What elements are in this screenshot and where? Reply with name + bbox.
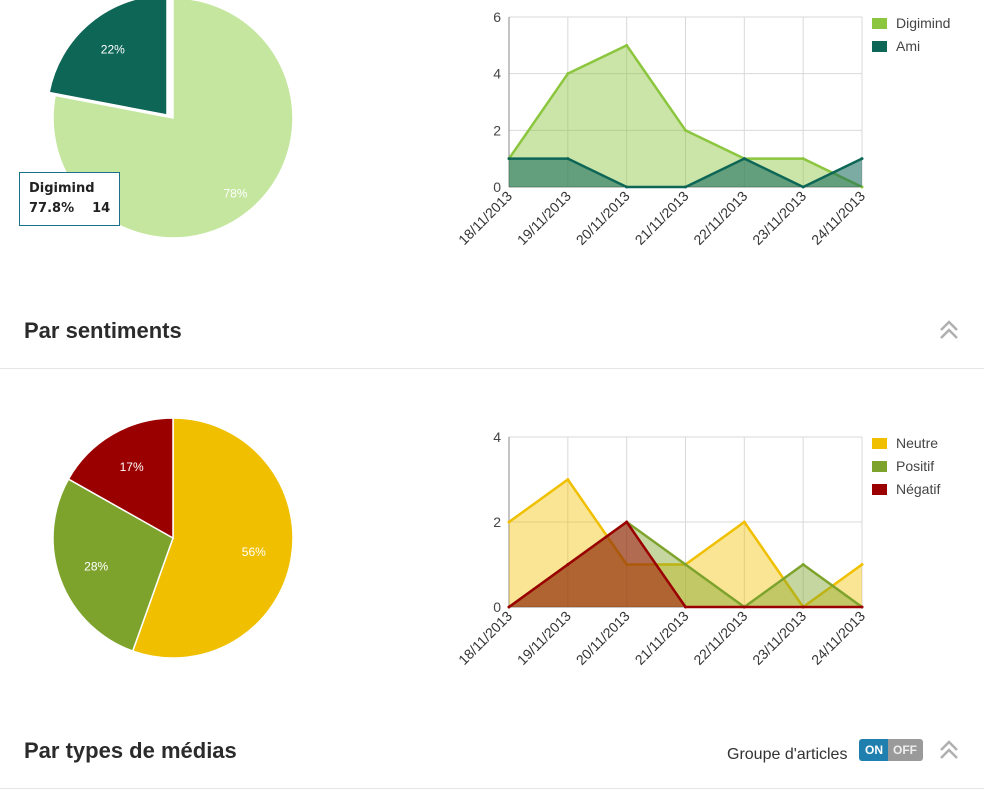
pie-chart-sentiments: 56% 28% 17% [52,417,294,659]
pie-slice-label: 22% [101,43,125,57]
data-point [742,157,746,161]
area-chart-sentiments: 0 2 4 18/11/201319/11/201320/11/201321/11/2… [455,429,940,668]
y-tick-label: 4 [493,429,501,445]
data-point [742,605,746,609]
collapse-media-types-button[interactable] [937,738,961,762]
legend-label: Ami [896,38,920,54]
y-tick-label: 6 [493,9,501,25]
group-articles-toggle[interactable]: ON OFF [859,739,923,761]
pie-chart-sources: 78% 22% [48,0,294,239]
data-point [860,605,864,609]
legend-label: Neutre [896,435,938,451]
legend-swatch [872,18,887,29]
area-chart-sources: 0 2 4 6 18/11/201319/11/201320/11/201321/11/… [455,9,950,248]
x-tick-label: 23/11/2013 [749,188,809,248]
legend-swatch [872,484,887,495]
tooltip-count: 14 [92,201,111,216]
pie-slice-positif [52,478,174,653]
section-title-media-types: Par types de médias [24,738,237,763]
x-tick-label: 24/11/2013 [808,188,868,248]
y-tick-label: 0 [493,179,501,195]
data-point [566,157,570,161]
x-tick-label: 18/11/2013 [455,608,515,668]
legend-swatch [872,461,887,472]
toggle-off-label: OFF [888,739,923,761]
legend-label: Digimind [896,15,950,31]
pie-slice-label: 78% [223,187,247,201]
x-tick-label: 23/11/2013 [749,608,809,668]
x-tick-label: 20/11/2013 [573,188,633,248]
pie-tooltip: Digimind 77.8% 14 [19,172,120,226]
y-tick-label: 0 [493,599,501,615]
data-point [801,563,805,566]
data-point [860,157,864,161]
chevron-double-up-icon [940,320,958,339]
data-point [684,605,687,609]
y-tick-label: 4 [493,66,501,82]
pie-slice-ngatif [67,417,174,540]
data-point [625,185,629,189]
data-point [684,185,687,189]
x-tick-label: 21/11/2013 [631,608,691,668]
pie-slice-label: 56% [242,545,266,559]
data-point [566,478,570,481]
pie-slice-ami [48,0,168,116]
x-tick-label: 24/11/2013 [808,608,868,668]
tooltip-values: 77.8% 14 [29,199,111,219]
tooltip-percent: 77.8% [29,201,75,216]
data-point [566,72,570,76]
y-tick-label: 2 [493,514,501,530]
data-point [507,157,511,161]
data-point [684,128,687,132]
data-point [801,185,805,189]
data-point [801,605,805,609]
pie-slice-label: 28% [84,560,108,574]
section-title-sentiments: Par sentiments [24,318,182,343]
x-tick-label: 19/11/2013 [514,608,574,668]
x-tick-label: 20/11/2013 [573,608,633,668]
collapse-sentiments-button[interactable] [937,318,961,342]
data-point [507,605,511,609]
x-tick-label: 21/11/2013 [631,188,691,248]
section-divider [0,788,984,789]
x-tick-label: 22/11/2013 [690,608,750,668]
area-fill-digimind [509,45,862,188]
data-point [507,520,511,524]
area-fill-ami [509,158,862,187]
x-tick-label: 19/11/2013 [514,188,574,248]
x-tick-label: 18/11/2013 [455,188,515,248]
y-tick-label: 2 [493,122,501,138]
group-articles-label: Groupe d'articles [727,746,848,763]
pie-slice-neutre [131,417,294,659]
data-point [860,563,864,566]
chevron-double-up-icon [940,740,958,759]
pie-slice-label: 17% [120,460,144,474]
data-point [684,563,687,566]
section-divider [0,368,984,369]
toggle-on-label: ON [859,739,888,761]
legend-label: Positif [896,458,934,474]
data-point [625,520,629,524]
data-point [625,43,629,47]
legend-swatch [872,41,887,52]
legend-swatch [872,438,887,449]
data-point [801,157,805,161]
legend-label: Négatif [896,481,940,497]
tooltip-name: Digimind [29,181,95,196]
x-tick-label: 22/11/2013 [690,188,750,248]
data-point [742,520,746,524]
data-point [566,563,570,566]
